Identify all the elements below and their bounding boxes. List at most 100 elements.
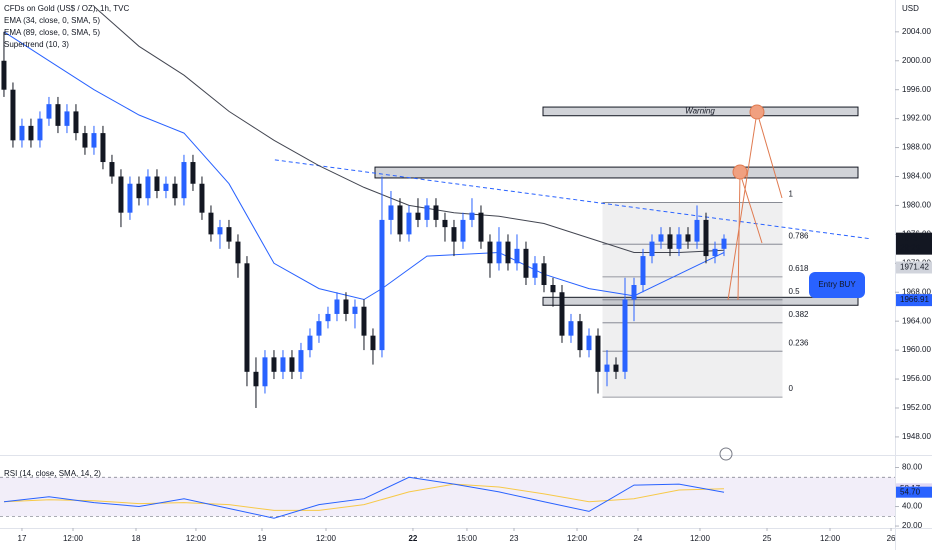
candle-body [10,89,16,141]
candle-body [100,133,106,163]
candle-body [406,212,412,235]
candle-body [613,364,619,372]
target-circle [732,164,748,180]
y-tick-label: 1988.00 [902,143,931,152]
rsi-tick-label: 20.00 [902,521,923,530]
price-tag [896,261,932,274]
candle-body [622,299,628,372]
candle-body [28,125,34,141]
price-tag [896,232,932,255]
candle-body [658,234,664,242]
y-tick-label: 1968.00 [902,287,931,296]
candle-body [262,357,268,387]
candle-body [640,256,646,286]
candle-body [136,183,142,199]
y-tick-label: 2000.00 [902,56,931,65]
candle-body [496,241,502,264]
candle-body [568,321,574,336]
rsi-ma-line [3,483,725,511]
candle-body [226,227,232,242]
price-tag-label: 1966.91 [900,295,929,304]
y-tick-label: 1980.00 [902,201,931,210]
x-tick-label: 12:00 [316,534,337,543]
candle-body [208,212,214,235]
y-tick-label: 1984.00 [902,172,931,181]
x-tick-label: 26 [887,534,896,543]
candle-body [325,313,331,322]
zone [542,106,859,117]
candle-body [694,219,700,242]
price-pane: Warning 1 0.786 0.618 0.5 0.382 0.236 0 Entry BU… [1,6,870,408]
fib-label: 1 [788,190,793,199]
y-tick-label: 1948.00 [902,432,931,441]
price-tag-label: 1975.41 [900,234,929,243]
candle-body [91,133,97,148]
x-tick-label: 24 [633,534,642,543]
candle-body [370,335,376,351]
y-tick-label: 1992.00 [902,114,931,123]
candle-body [433,205,439,220]
alert-icon[interactable] [719,447,733,461]
candle-body [64,111,70,126]
candle-body [343,299,349,314]
candle-body [244,263,250,372]
candle-body [604,364,610,372]
candle-body [388,205,394,220]
candle-body [271,357,277,372]
y-tick-label: 1956.00 [902,374,931,383]
x-tick-label: 17 [18,534,27,543]
candle-body [559,292,565,336]
warning-label: Warning [685,107,715,116]
entry-buy-label: Entry BUY [818,280,856,289]
projection-arrow [727,111,758,301]
candle-body [478,212,484,242]
candle-body [712,248,718,257]
candle-body [73,111,79,134]
candle-body [631,285,637,300]
fib-label: 0.5 [788,287,800,296]
candle-body [667,234,673,249]
candle-body [334,299,340,314]
fib-label: 0.236 [788,338,809,347]
candle-body [82,133,88,148]
candle-body [19,125,25,141]
candle-body [172,183,178,199]
candle-body [469,212,475,220]
candle-body [541,263,547,286]
rsi-tick-label: 40.00 [902,502,923,511]
rsi-tag [896,486,932,498]
candle-body [595,335,601,372]
candle-body [721,238,727,249]
candle-body [523,248,529,278]
candle-body [577,321,583,351]
candle-body [505,241,511,264]
trendline [274,159,870,240]
candle-body [55,104,61,126]
countdown-label: 29:29 [900,244,921,253]
x-tick-label: 22 [408,534,417,543]
indicator-label: EMA (34, close, 0, SMA, 5) [4,16,100,25]
candle-body [550,285,556,293]
rsi-tick-label: 80.00 [902,463,923,472]
candle-body [442,219,448,228]
x-tick-label: 12:00 [63,534,84,543]
projection-arrow [739,172,763,244]
candle-body [298,350,304,372]
fib-label: 0.786 [788,231,809,240]
candle-body [415,212,421,220]
candle-body [352,306,358,314]
candle-body [199,183,205,213]
rsi-tag-label: 54.70 [900,487,921,496]
y-tick-label: 1960.00 [902,345,931,354]
candle-body [379,219,385,351]
candle-body [127,183,133,213]
candle-body [1,60,7,90]
candle-body [397,205,403,235]
x-tick-label: 19 [258,534,267,543]
y-tick-label: 2004.00 [902,27,931,36]
x-tick-label: 18 [132,534,141,543]
indicator-label: Supertrend (10, 3) [4,40,69,49]
x-tick-label: 12:00 [567,534,588,543]
